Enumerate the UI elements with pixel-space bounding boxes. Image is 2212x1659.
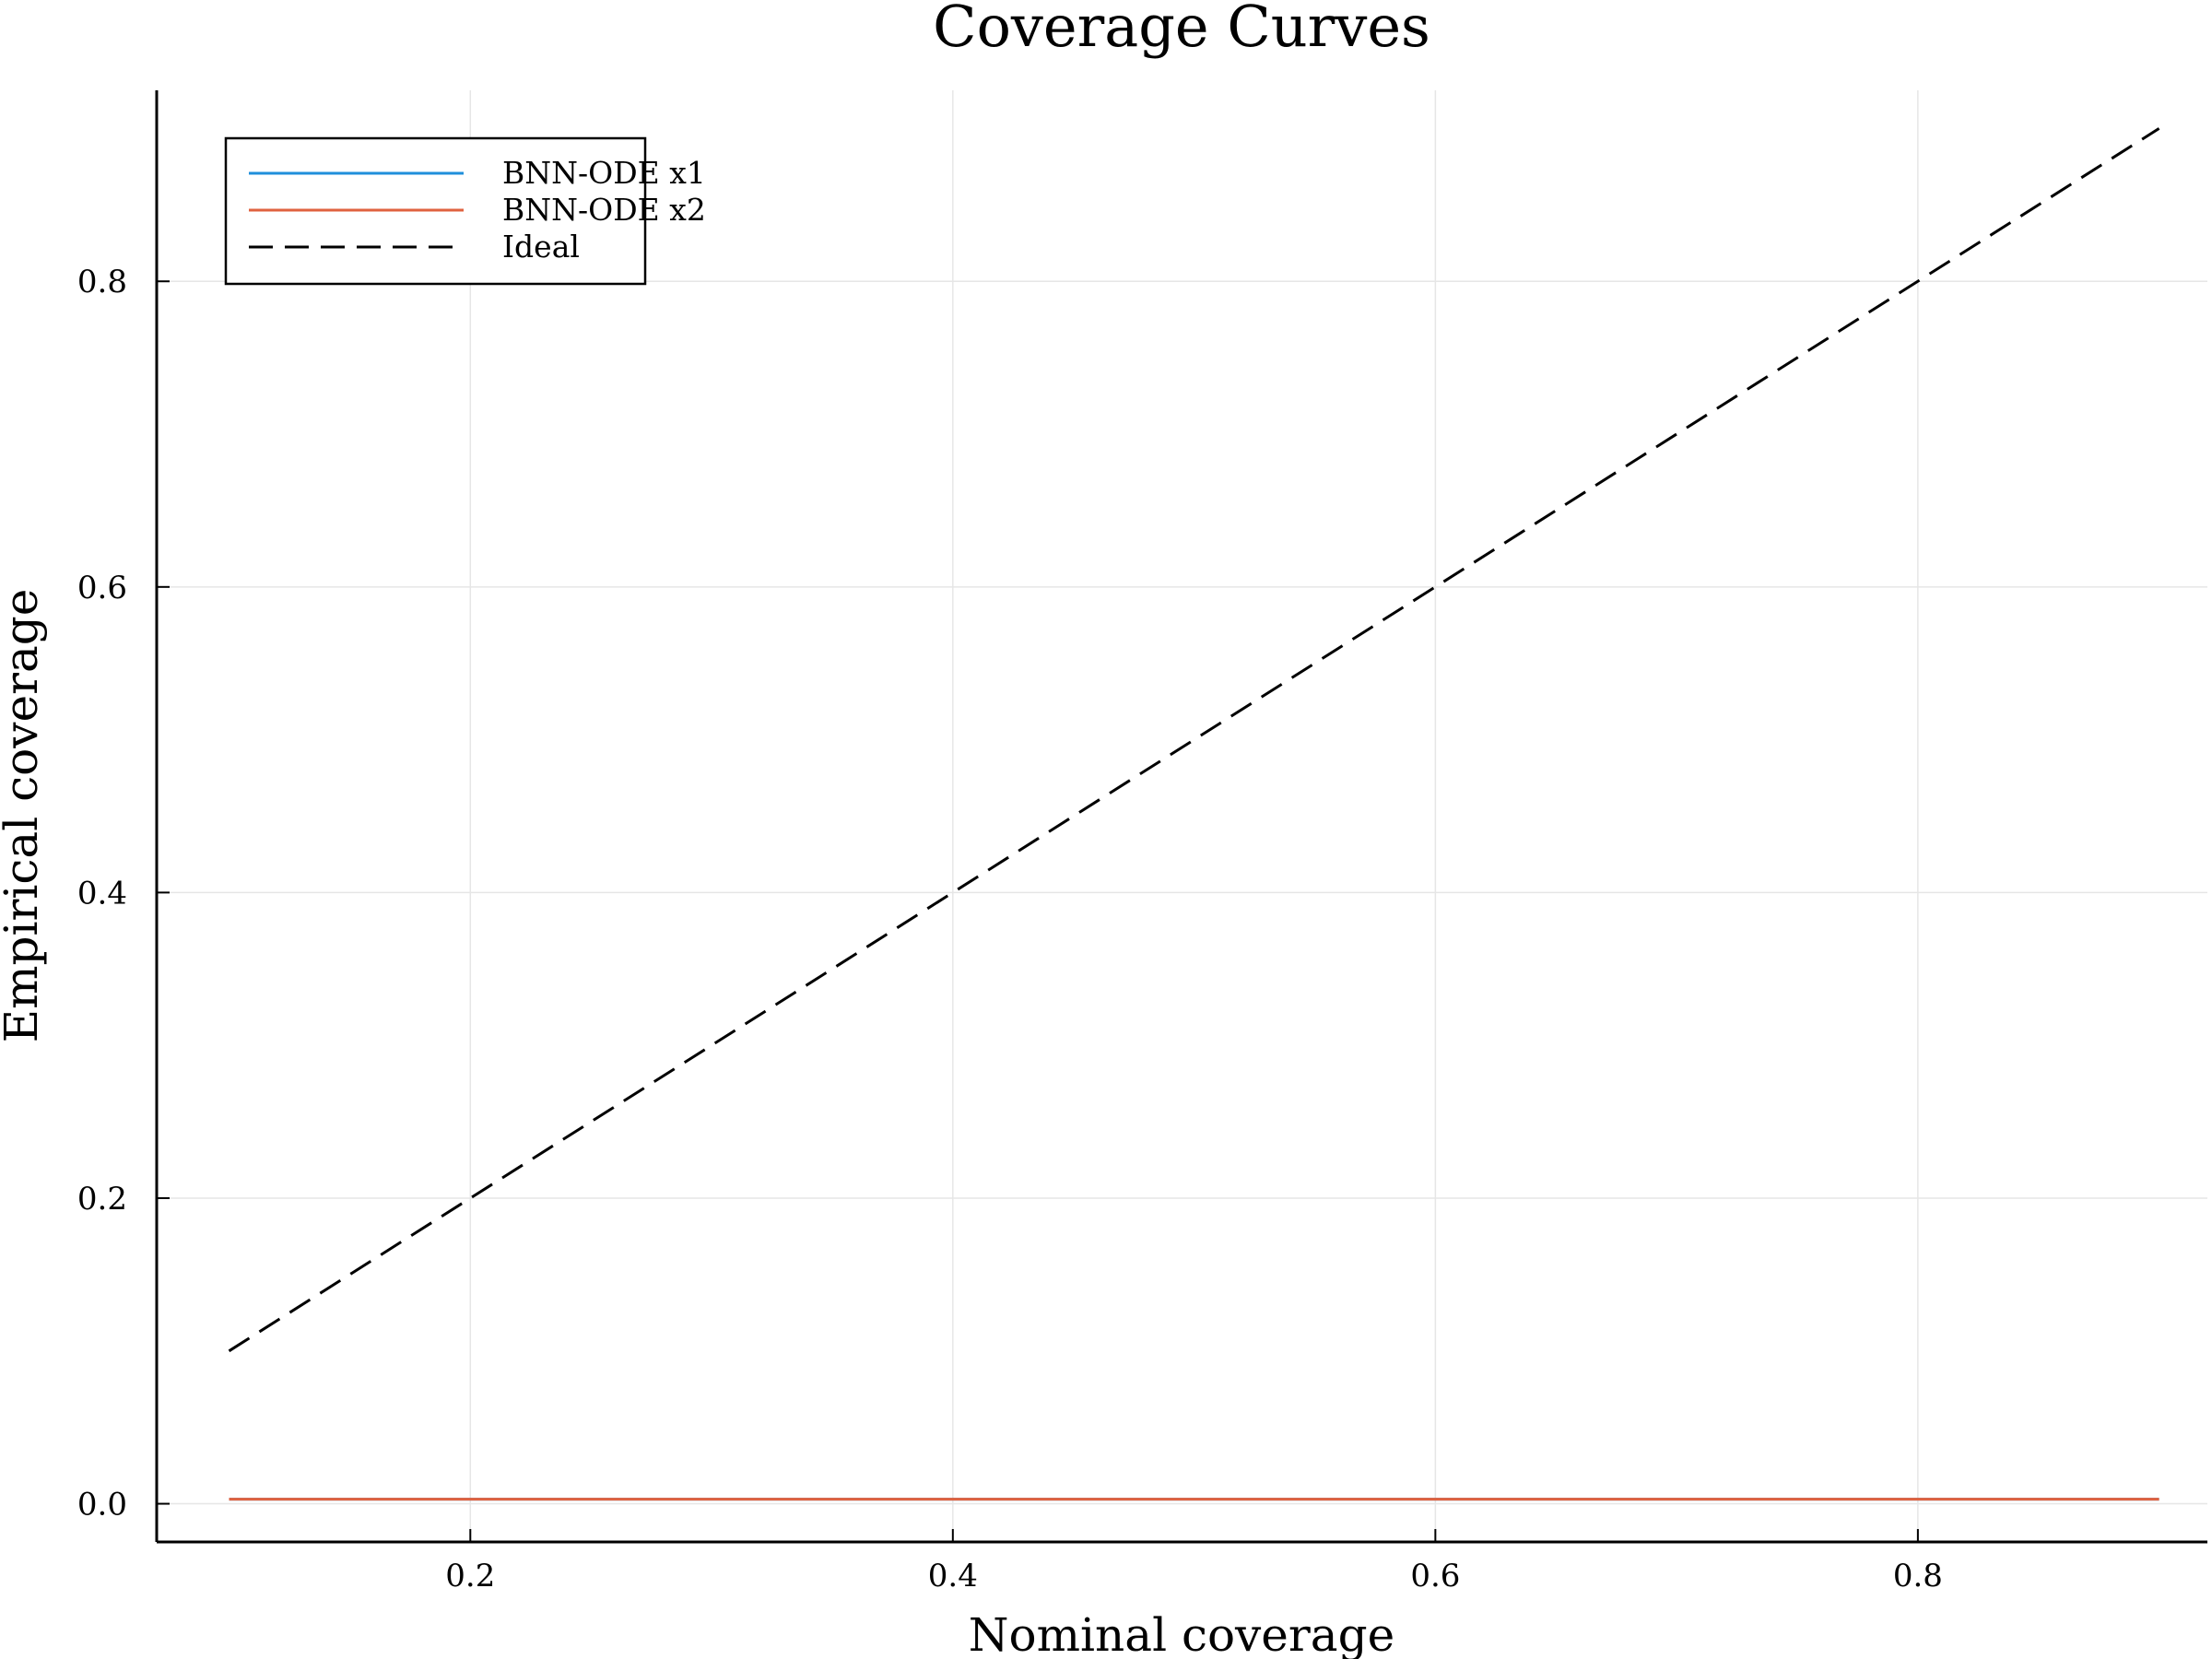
series-line-ideal (228, 127, 2160, 1353)
series-lines (228, 127, 2160, 1501)
legend-label: BNN-ODE x1 (502, 155, 706, 191)
x-axis-label: Nominal coverage (969, 1608, 1394, 1659)
y-tick-label: 0.8 (77, 264, 127, 300)
x-tick-label: 0.8 (1893, 1558, 1943, 1594)
y-tick-label: 0.6 (77, 570, 127, 606)
legend-label: BNN-ODE x2 (502, 192, 706, 228)
legend-label: Ideal (502, 229, 580, 265)
y-tick-label: 0.2 (77, 1181, 127, 1218)
chart-title: Coverage Curves (933, 0, 1430, 60)
x-tick-label: 0.2 (445, 1558, 495, 1594)
y-axis-label: Empirical coverage (0, 589, 48, 1043)
y-tick-label: 0.0 (77, 1487, 127, 1524)
axes (155, 90, 2207, 1544)
y-tick-label: 0.4 (77, 875, 127, 912)
x-tick-label: 0.4 (928, 1558, 978, 1594)
x-tick-label: 0.6 (1410, 1558, 1460, 1594)
tick-labels: 0.2 0.4 0.6 0.8 0.0 0.2 0.4 0.6 0.8 (77, 264, 1943, 1594)
